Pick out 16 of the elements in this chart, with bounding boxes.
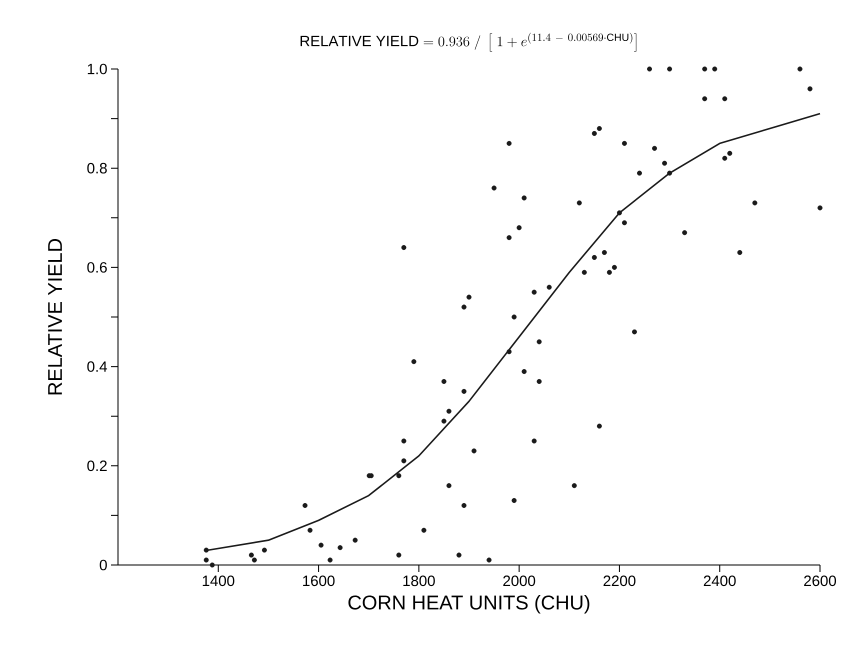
x-tick-label: 1400 xyxy=(202,576,234,586)
y-axis-title: RELATIVE YIELD xyxy=(48,238,62,394)
chart-title: $\mathrm{RELATIVE\ YIELD} = 0.936\ /\ \left[\ 1 + e^{(11.4\ -\ 0.00569\cdot\mathrm{CHU})}\right]$ xyxy=(300,32,636,52)
y-tick-label: 0.6 xyxy=(87,262,107,273)
x-axis-title: CORN HEAT UNITS (CHU) xyxy=(348,594,590,614)
y-tick-label: 0 xyxy=(100,560,107,570)
y-tick-label: 0.4 xyxy=(87,361,108,372)
x-tick-label: 2400 xyxy=(704,576,736,586)
x-tick-label: 2200 xyxy=(604,576,636,586)
y-tick-label: 0.2 xyxy=(87,460,107,472)
x-tick-label: 1600 xyxy=(303,576,335,586)
x-tick-label: 2000 xyxy=(503,576,536,586)
y-tick-label: 0.8 xyxy=(87,162,107,174)
x-tick-label: 2600 xyxy=(804,576,836,586)
y-tick-label: 1.0 xyxy=(88,64,107,74)
x-tick-label: 1800 xyxy=(403,576,435,586)
